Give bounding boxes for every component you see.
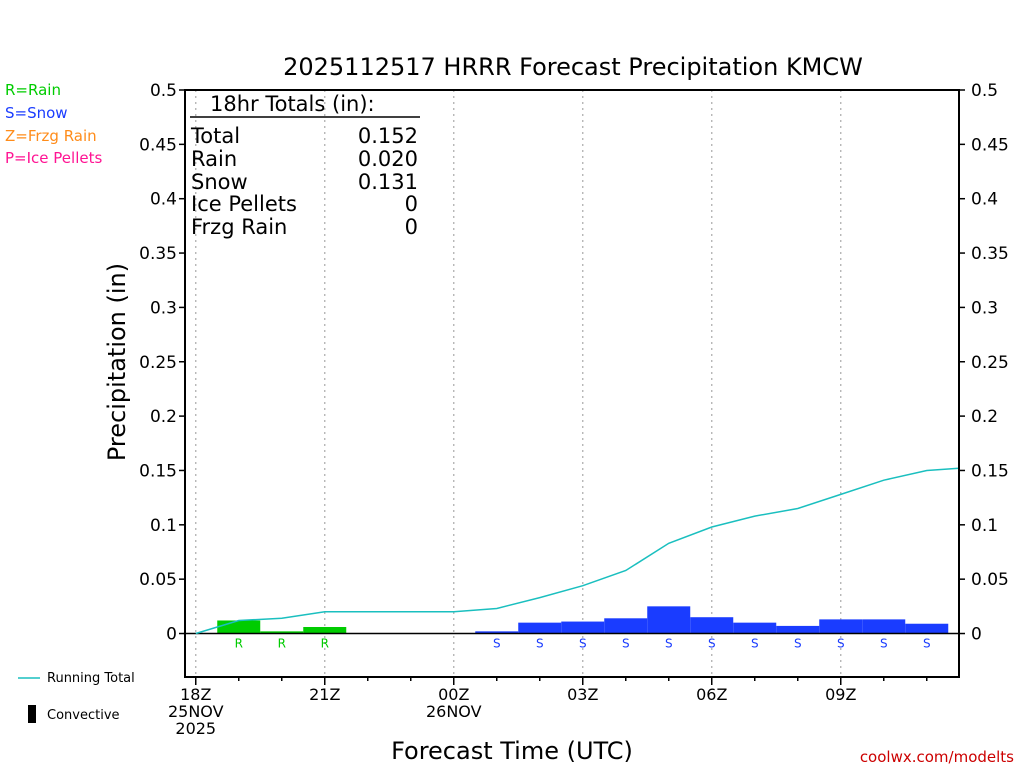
- legend-frzg-rain: Z=Frzg Rain: [5, 127, 97, 145]
- totals-label-ice-pellets: Ice Pellets: [191, 192, 297, 216]
- totals-label-rain: Rain: [191, 147, 237, 171]
- y-tick-label-left-0.05: 0.05: [139, 570, 177, 590]
- x-tick-label-09Z: 09Z: [825, 685, 856, 704]
- x-tick-label-06Z: 06Z: [696, 685, 727, 704]
- bar-hour-19: [217, 620, 261, 634]
- x-tick-label-00Z: 00Z: [438, 685, 469, 704]
- totals-value-ice-pellets: 0: [405, 192, 418, 216]
- totals-label-total: Total: [190, 124, 240, 148]
- vertical-gridlines: [195, 90, 842, 677]
- y-tick-label-left-0.35: 0.35: [139, 244, 177, 264]
- bar-hour-31: [733, 622, 777, 634]
- bar-hour-20: [260, 631, 304, 634]
- bar-hour-29: [647, 606, 691, 634]
- y-tick-label-left-0.1: 0.1: [150, 516, 177, 536]
- ptype-label-hour-21: R: [321, 637, 329, 651]
- x-tick-label-25NOV: 25NOV: [168, 702, 224, 721]
- ptype-label-hour-26: S: [536, 637, 544, 651]
- y-tick-label-left-0.3: 0.3: [150, 298, 177, 318]
- credit-link[interactable]: coolwx.com/modelts: [860, 748, 1014, 766]
- y-axis-left: 0 0.05 0.1 0.15 0.2 0.25 0.3 0.35 0.4 0.45 0.5: [139, 81, 185, 645]
- totals-header: 18hr Totals (in):: [210, 92, 375, 116]
- x-tick-label-26NOV: 26NOV: [426, 702, 482, 721]
- y-tick-label-right-0.5: 0.5: [971, 81, 998, 101]
- x-tick-label-21Z: 21Z: [309, 685, 340, 704]
- bar-hour-26: [518, 622, 562, 634]
- totals-value-frzg-rain: 0: [405, 215, 418, 239]
- ptype-label-hour-29: S: [665, 637, 673, 651]
- y-tick-label-right-0.4: 0.4: [971, 190, 998, 210]
- totals-label-snow: Snow: [191, 170, 248, 194]
- y-tick-label-left-0.45: 0.45: [139, 135, 177, 155]
- ptype-label-hour-27: S: [579, 637, 587, 651]
- y-tick-label-left-0.4: 0.4: [150, 190, 177, 210]
- legend-rain: R=Rain: [5, 81, 61, 99]
- ptype-label-hour-30: S: [708, 637, 716, 651]
- totals-value-snow: 0.131: [358, 170, 418, 194]
- legend-ice-pellets: P=Ice Pellets: [5, 149, 102, 167]
- y-tick-label-left-0.25: 0.25: [139, 353, 177, 373]
- running-total-line: [195, 467, 960, 635]
- running-total-legend-label: Running Total: [47, 671, 135, 686]
- y-axis-label: Precipitation (in): [103, 263, 131, 461]
- line-legend: Running Total Convective: [18, 671, 135, 723]
- ptype-label-hour-19: R: [235, 637, 243, 651]
- bar-hour-33: [819, 619, 863, 634]
- y-axis-right: 0 0.05 0.1 0.15 0.2 0.25 0.3 0.35 0.4 0.45 0.5: [959, 81, 1009, 645]
- x-axis-label: Forecast Time (UTC): [391, 737, 633, 765]
- y-tick-label-left-0.5: 0.5: [150, 81, 177, 101]
- precip-bars: [217, 606, 949, 634]
- y-tick-label-right-0.35: 0.35: [971, 244, 1009, 264]
- y-tick-label-right-0.05: 0.05: [971, 570, 1009, 590]
- totals-box: 18hr Totals (in): Total 0.152 Rain 0.020…: [190, 92, 420, 239]
- plot-frame: [184, 89, 960, 678]
- convective-legend-label: Convective: [47, 708, 120, 723]
- y-tick-label-right-0.1: 0.1: [971, 516, 998, 536]
- y-tick-label-right-0: 0: [971, 625, 982, 645]
- y-tick-label-right-0.15: 0.15: [971, 461, 1009, 481]
- ptype-label-hour-25: S: [493, 637, 501, 651]
- type-legend: R=Rain S=Snow Z=Frzg Rain P=Ice Pellets: [5, 81, 102, 167]
- ptype-label-hour-20: R: [278, 637, 286, 651]
- y-tick-label-left-0.2: 0.2: [150, 407, 177, 427]
- ptype-label-hour-31: S: [751, 637, 759, 651]
- convective-swatch: [28, 705, 36, 723]
- x-tick-label-03Z: 03Z: [567, 685, 598, 704]
- y-tick-label-right-0.2: 0.2: [971, 407, 998, 427]
- bar-hour-34: [862, 619, 906, 634]
- totals-value-rain: 0.020: [358, 147, 418, 171]
- bar-hour-35: [905, 623, 949, 634]
- ptype-label-hour-35: S: [923, 637, 931, 651]
- bar-hour-30: [690, 617, 734, 634]
- x-tick-label-18Z: 18Z: [180, 685, 211, 704]
- y-tick-label-left-0: 0: [166, 625, 177, 645]
- totals-label-frzg-rain: Frzg Rain: [191, 215, 287, 239]
- ptype-label-hour-34: S: [880, 637, 888, 651]
- totals-value-total: 0.152: [358, 124, 418, 148]
- bar-hour-32: [776, 625, 820, 634]
- bar-hour-21: [303, 626, 347, 634]
- legend-snow: S=Snow: [5, 104, 68, 122]
- bar-hour-28: [604, 618, 648, 634]
- bar-hour-25: [475, 631, 519, 634]
- chart-title: 2025112517 HRRR Forecast Precipitation K…: [283, 53, 863, 81]
- y-tick-label-left-0.15: 0.15: [139, 461, 177, 481]
- y-tick-label-right-0.45: 0.45: [971, 135, 1009, 155]
- ptype-label-hour-32: S: [794, 637, 802, 651]
- y-tick-label-right-0.25: 0.25: [971, 353, 1009, 373]
- ptype-label-hour-33: S: [837, 637, 845, 651]
- x-tick-label-2025: 2025: [175, 719, 216, 738]
- y-tick-label-right-0.3: 0.3: [971, 298, 998, 318]
- bar-hour-27: [561, 621, 605, 634]
- ptype-label-hour-28: S: [622, 637, 630, 651]
